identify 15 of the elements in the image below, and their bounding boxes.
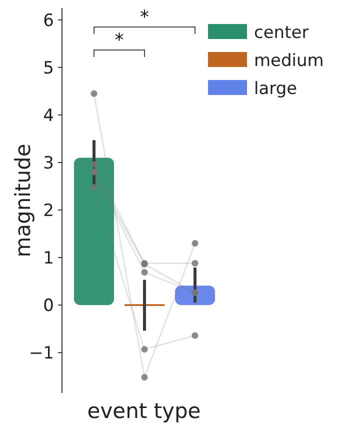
y-tick-label: 3	[43, 153, 54, 174]
y-tick-label: −1	[28, 344, 54, 364]
y-tick-label: 1	[43, 248, 54, 268]
y-tick-label: 5	[43, 58, 54, 78]
legend-label: center	[254, 22, 309, 43]
annotation: *	[140, 7, 149, 28]
x-axis-title: event type	[87, 399, 201, 423]
y-axis-title: magnitude	[11, 144, 35, 258]
legend-label: large	[254, 78, 298, 99]
y-tick-label: 0	[43, 296, 54, 316]
y-tick-label: 6	[43, 10, 54, 31]
y-tick-label: 2	[43, 200, 54, 221]
annotation: *	[114, 30, 124, 51]
legend-label: medium	[254, 50, 324, 71]
y-tick-label: 4	[43, 106, 54, 126]
